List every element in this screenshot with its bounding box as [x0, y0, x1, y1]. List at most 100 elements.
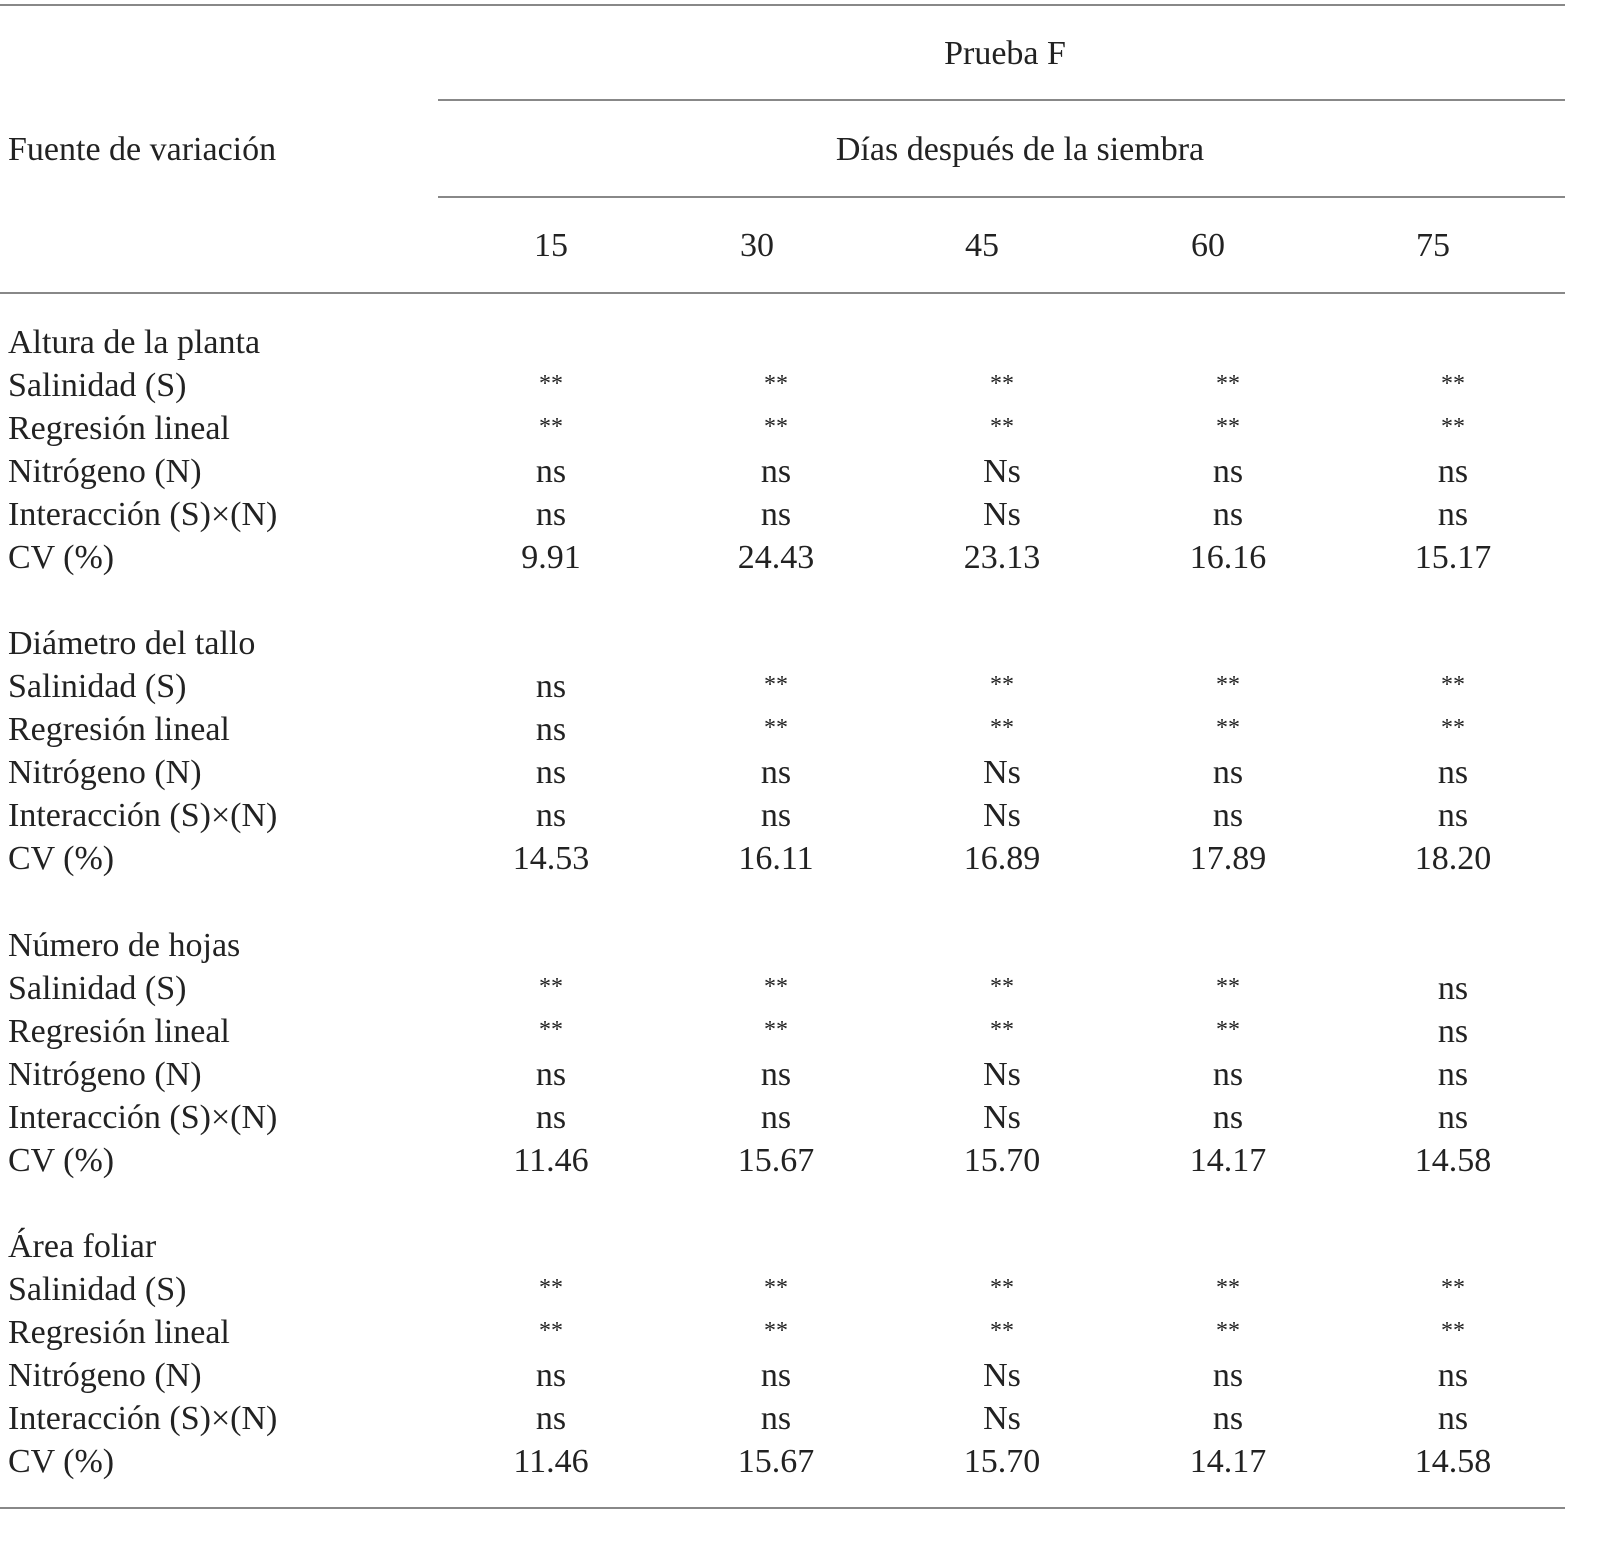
row-label: Salinidad (S) [8, 668, 187, 706]
cell: ** [990, 414, 1014, 440]
cell: ** [1441, 371, 1465, 397]
cell: ns [1212, 1399, 1244, 1437]
cell: ns [760, 797, 792, 835]
cell: Ns [983, 754, 1021, 792]
cell: 18.20 [1414, 840, 1492, 878]
cell: ns [1212, 797, 1244, 835]
row-label: Regresión lineal [8, 1012, 230, 1050]
cell: ** [764, 715, 788, 742]
cell: ns [760, 1356, 792, 1394]
cell: ** [1441, 672, 1465, 699]
cell: ** [990, 1016, 1014, 1043]
row-label: CV (%) [8, 1442, 115, 1480]
cell: ns [535, 1399, 567, 1437]
row-label: Interacción (S)×(N) [8, 1098, 278, 1136]
cell: ns [1437, 496, 1469, 533]
cell: ns [760, 1055, 792, 1093]
cell: ns [760, 496, 792, 533]
cell: ns [535, 711, 567, 749]
cell: ** [990, 672, 1014, 699]
cell: ** [1216, 672, 1240, 699]
cell: ** [764, 1274, 788, 1301]
cell: ** [990, 1317, 1014, 1344]
row-label: Interacción (S)×(N) [8, 496, 278, 533]
cell: ** [1216, 715, 1240, 742]
cell: ns [535, 1098, 567, 1136]
cell: 14.58 [1414, 1141, 1492, 1179]
cell: 14.53 [512, 840, 590, 878]
subspanner: Días después de la siembra [835, 131, 1205, 168]
cell: 14.58 [1414, 1442, 1492, 1480]
cell: ns [1437, 1399, 1469, 1437]
cell: ns [535, 668, 567, 706]
cell: 15.70 [963, 1442, 1041, 1480]
row-label: CV (%) [8, 840, 115, 878]
cell: ns [760, 453, 792, 490]
cell: 15.70 [963, 1141, 1041, 1179]
spanner: Prueba F [944, 35, 1066, 72]
cell: ** [990, 973, 1014, 1000]
row-label: Regresión lineal [8, 410, 230, 447]
cell: ** [764, 1317, 788, 1344]
column-header: 45 [965, 227, 999, 264]
cell: Ns [983, 453, 1021, 490]
cell: Ns [983, 1356, 1021, 1394]
cell: ** [1441, 1317, 1465, 1344]
cell: ns [1212, 1356, 1244, 1394]
cell: 24.43 [737, 539, 815, 576]
column-header: 30 [740, 227, 774, 264]
row-label: Salinidad (S) [8, 367, 187, 404]
row-label: Regresión lineal [8, 1313, 230, 1351]
cell: 11.46 [513, 1442, 589, 1480]
rule [0, 292, 1565, 294]
cell: 14.17 [1189, 1141, 1267, 1179]
cell: ** [990, 371, 1014, 397]
cell: ns [535, 1055, 567, 1093]
group-title: Diámetro del tallo [8, 625, 256, 663]
cell: 17.89 [1189, 840, 1267, 878]
group-title: Área foliar [8, 1227, 157, 1265]
column-header: 60 [1191, 227, 1225, 264]
cell: ns [535, 1356, 567, 1394]
cell: ns [535, 754, 567, 792]
cell: 9.91 [521, 539, 581, 576]
cell: Ns [983, 496, 1021, 533]
row-label: Nitrógeno (N) [8, 754, 202, 792]
cell: ** [990, 1274, 1014, 1301]
row-label: Salinidad (S) [8, 1270, 187, 1308]
cell: 16.16 [1189, 539, 1267, 576]
cell: ns [1437, 1055, 1469, 1093]
cell: ** [764, 672, 788, 699]
cell: 15.67 [737, 1442, 815, 1480]
cell: ns [1212, 1098, 1244, 1136]
cell: ** [1216, 371, 1240, 397]
cell: ns [760, 754, 792, 792]
row-label: Salinidad (S) [8, 969, 187, 1007]
cell: ns [760, 1399, 792, 1437]
cell: ns [1437, 754, 1469, 792]
cell: ** [764, 371, 788, 397]
cell: ** [1441, 414, 1465, 440]
cell: ** [1216, 414, 1240, 440]
cell: ns [1437, 969, 1469, 1007]
cell: Ns [983, 1098, 1021, 1136]
row-label: CV (%) [8, 539, 115, 576]
cell: ns [535, 453, 567, 490]
group-title: Altura de la planta [8, 324, 261, 361]
cell: 23.13 [963, 539, 1041, 576]
cell: Ns [983, 797, 1021, 835]
cell: ** [1441, 715, 1465, 742]
cell: ns [1212, 754, 1244, 792]
cell: ** [764, 1016, 788, 1043]
cell: ** [539, 414, 563, 440]
row-label: Regresión lineal [8, 711, 230, 749]
cell: ns [1212, 1055, 1244, 1093]
group-title: Número de hojas [8, 926, 241, 964]
cell: ** [539, 973, 563, 1000]
cell: ns [1212, 453, 1244, 490]
rule [0, 4, 1565, 6]
cell: ns [535, 496, 567, 533]
cell: ns [1212, 496, 1244, 533]
cell: ns [760, 1098, 792, 1136]
